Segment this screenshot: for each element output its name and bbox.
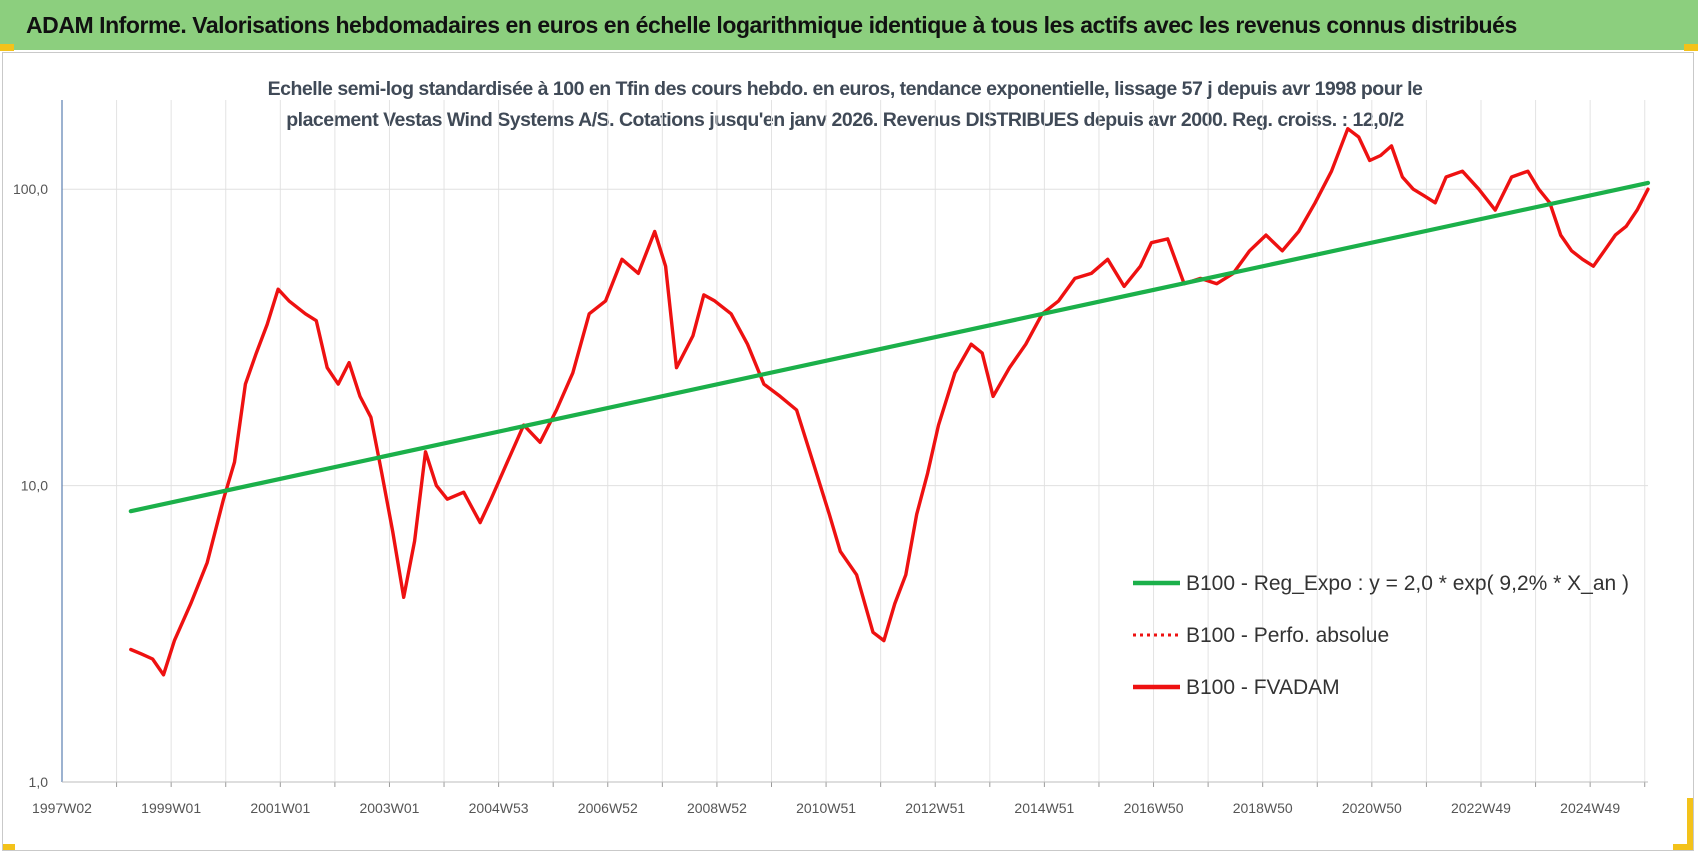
x-tick-label: 2016W50 [1124, 800, 1184, 816]
series-line-fvadam [129, 126, 1650, 677]
legend-label: B100 - Reg_Expo : y = 2,0 * exp( 9,2% * … [1186, 572, 1629, 595]
corner-mark-bottom-right [1687, 798, 1693, 850]
axes [61, 100, 1648, 787]
legend-label: B100 - FVADAM [1186, 676, 1340, 699]
x-tick-label: 2020W50 [1342, 800, 1402, 816]
x-tick-label: 2024W49 [1560, 800, 1620, 816]
series-line-reg-expo [128, 180, 1651, 514]
chart-subtitle: Echelle semi-log standardisée à 100 en T… [240, 74, 1450, 136]
legend-label: B100 - Perfo. absolue [1186, 624, 1389, 647]
x-tick-label: 2008W52 [687, 800, 747, 816]
chart-subtitle-line-2: placement Vestas Wind Systems A/S. Cotat… [286, 109, 1404, 131]
x-tick-label: 2001W01 [250, 800, 310, 816]
x-tick-label: 2010W51 [796, 800, 856, 816]
x-tick-labels: 1997W02 1999W01 2001W01 2003W01 2004W53 2006W… [32, 800, 1620, 816]
chart-frame [2, 52, 1694, 851]
x-tick-label: 2022W49 [1451, 800, 1511, 816]
legend-item-fvadam: B100 - FVADAM [1133, 676, 1340, 699]
y-tick-labels: 1,0 10,0 100,0 [13, 181, 48, 790]
y-tick-label: 1,0 [29, 774, 49, 790]
legend-item-reg-expo: B100 - Reg_Expo : y = 2,0 * exp( 9,2% * … [1133, 572, 1629, 595]
horizontal-gridlines [62, 188, 1648, 487]
corner-mark-top-left [0, 44, 14, 51]
x-tick-label: 2004W53 [469, 800, 529, 816]
vertical-gridlines [116, 100, 1646, 782]
legend-item-perfo-absolue: B100 - Perfo. absolue [1133, 624, 1389, 647]
x-tick-label: 2012W51 [905, 800, 965, 816]
y-tick-label: 10,0 [21, 478, 48, 494]
x-tick-label: 1997W02 [32, 800, 92, 816]
corner-mark-bottom-right-foot [1673, 844, 1693, 850]
x-tick-label: 2003W01 [359, 800, 419, 816]
corner-mark-top-right [1684, 44, 1698, 51]
page-title: ADAM Informe. Valorisations hebdomadaire… [26, 11, 1517, 38]
series-lines [128, 126, 1651, 677]
x-tick-label: 1999W01 [141, 800, 201, 816]
legend: B100 - Reg_Expo : y = 2,0 * exp( 9,2% * … [1133, 572, 1629, 699]
chart-subtitle-line-1: Echelle semi-log standardisée à 100 en T… [267, 78, 1423, 100]
x-tick-label: 2006W52 [578, 800, 638, 816]
x-tick-label: 2018W50 [1233, 800, 1293, 816]
header-banner: ADAM Informe. Valorisations hebdomadaire… [0, 0, 1698, 50]
corner-mark-bottom-left [3, 844, 15, 850]
y-tick-label: 100,0 [13, 181, 48, 197]
x-tick-label: 2014W51 [1014, 800, 1074, 816]
